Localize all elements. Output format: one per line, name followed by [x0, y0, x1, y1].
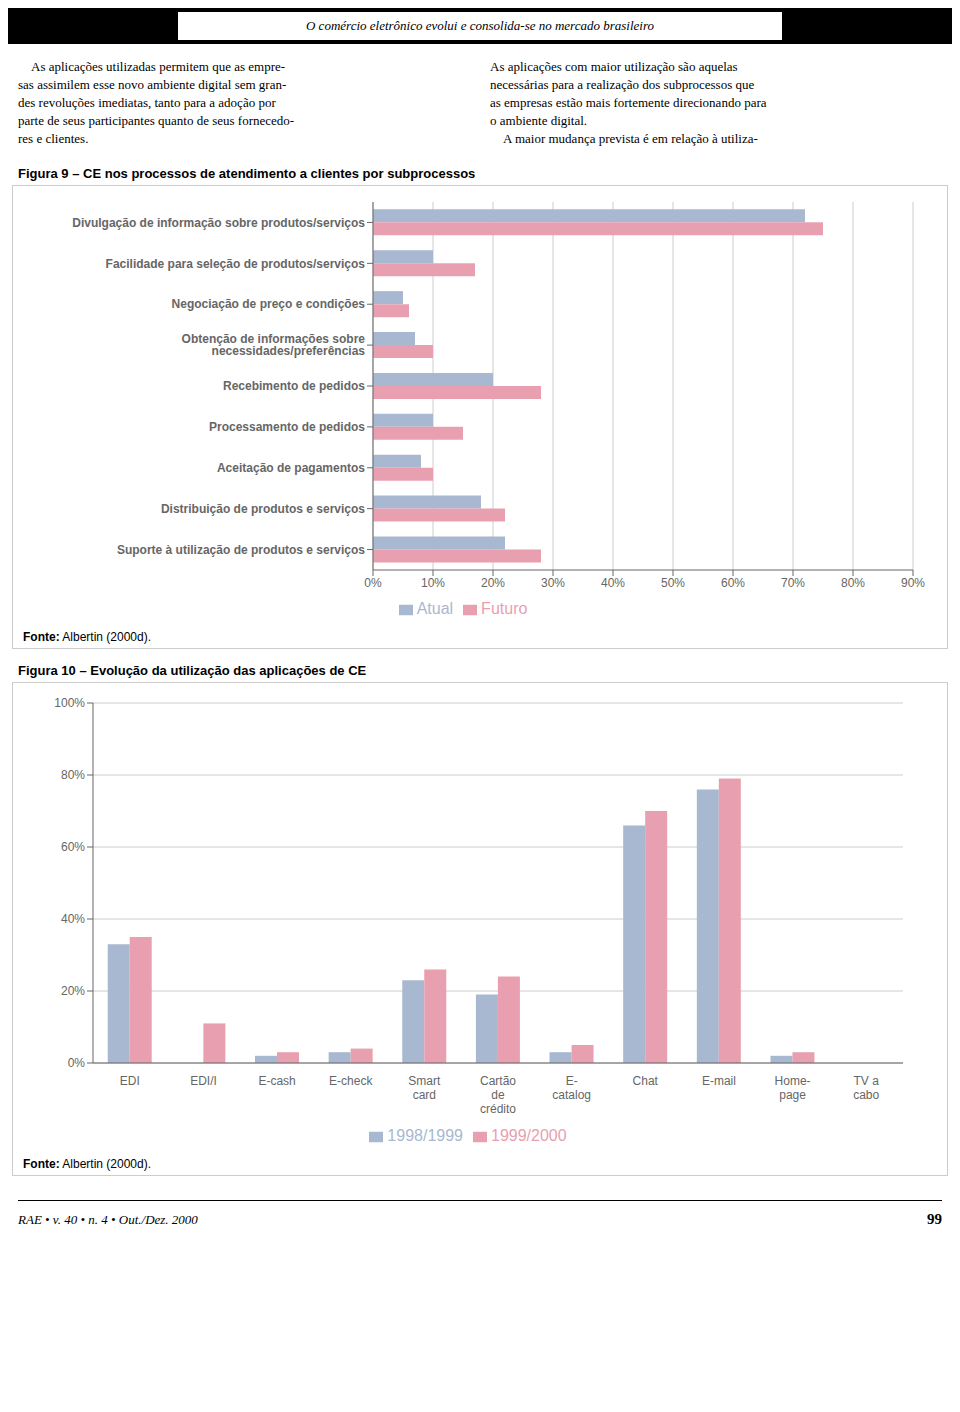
html-text:1999/2000: 1999/2000 [491, 1127, 567, 1144]
svg-text:Distribuição de produtos e ser: Distribuição de produtos e serviços [161, 502, 365, 516]
html-text:Futuro: Futuro [481, 600, 528, 617]
svg-text:70%: 70% [781, 576, 805, 590]
html-text:Figura 10 – Evolução da utiliz: Figura 10 – Evolução da utilização das a… [18, 663, 367, 678]
svg-text:60%: 60% [61, 840, 85, 854]
svg-text:E-check: E-check [329, 1074, 373, 1088]
svg-text:40%: 40% [61, 912, 85, 926]
html-text:Fonte: Albertin (2000d).: Fonte: Albertin (2000d). [23, 1157, 151, 1171]
html-text:Figura 9 – CE nos processos de: Figura 9 – CE nos processos de atendimen… [18, 166, 476, 181]
svg-text:80%: 80% [841, 576, 865, 590]
html-text:As aplicações com maior utiliz: As aplicações com maior utilização são a… [490, 59, 767, 146]
svg-text:20%: 20% [481, 576, 505, 590]
svg-text:E-catalog: E-catalog [552, 1074, 591, 1102]
html-text:99: 99 [927, 1211, 942, 1227]
svg-text:60%: 60% [721, 576, 745, 590]
svg-text:80%: 80% [61, 768, 85, 782]
svg-text:Facilidade para seleção de pro: Facilidade para seleção de produtos/serv… [106, 257, 366, 271]
svg-text:90%: 90% [901, 576, 925, 590]
svg-text:Smartcard: Smartcard [408, 1074, 441, 1102]
svg-text:TV acabo: TV acabo [853, 1074, 879, 1102]
html-text:As aplicações utilizadas permi: As aplicações utilizadas permitem que as… [18, 59, 295, 146]
svg-text:Negociação de preço e condiçõe: Negociação de preço e condições [172, 297, 366, 311]
svg-text:EDI: EDI [120, 1074, 140, 1088]
html-text:Fonte: Albertin (2000d).: Fonte: Albertin (2000d). [23, 630, 151, 644]
svg-text:Processamento de pedidos: Processamento de pedidos [209, 420, 365, 434]
svg-text:E-cash: E-cash [258, 1074, 295, 1088]
svg-text:Home-page: Home-page [775, 1074, 811, 1102]
svg-text:Suporte à utilização de produt: Suporte à utilização de produtos e servi… [117, 543, 365, 557]
svg-text:40%: 40% [601, 576, 625, 590]
svg-text:10%: 10% [421, 576, 445, 590]
html-text:RAE • v. 40 • n. 4 • Out./Dez.: RAE • v. 40 • n. 4 • Out./Dez. 2000 [18, 1211, 198, 1227]
svg-text:Recebimento de pedidos: Recebimento de pedidos [223, 379, 365, 393]
svg-text:Aceitação de pagamentos: Aceitação de pagamentos [217, 461, 365, 475]
svg-text:Chat: Chat [633, 1074, 659, 1088]
svg-text:30%: 30% [541, 576, 565, 590]
svg-text:Cartãodecrédito: Cartãodecrédito [480, 1074, 516, 1116]
svg-text:Obtenção de informações sobren: Obtenção de informações sobrenecessidade… [182, 332, 366, 358]
html-text:Atual: Atual [416, 600, 454, 617]
svg-text:0%: 0% [364, 576, 382, 590]
svg-text:EDI/I: EDI/I [190, 1074, 217, 1088]
svg-text:E-mail: E-mail [702, 1074, 736, 1088]
svg-text:100%: 100% [54, 696, 85, 710]
svg-text:0%: 0% [68, 1056, 86, 1070]
html-text:O comércio eletrônico evolui e: O comércio eletrônico evolui e consolida… [306, 18, 654, 33]
svg-text:20%: 20% [61, 984, 85, 998]
svg-text:50%: 50% [661, 576, 685, 590]
svg-text:Divulgação de informação sobre: Divulgação de informação sobre produtos/… [72, 216, 365, 230]
html-text:1998/1999: 1998/1999 [387, 1127, 463, 1144]
